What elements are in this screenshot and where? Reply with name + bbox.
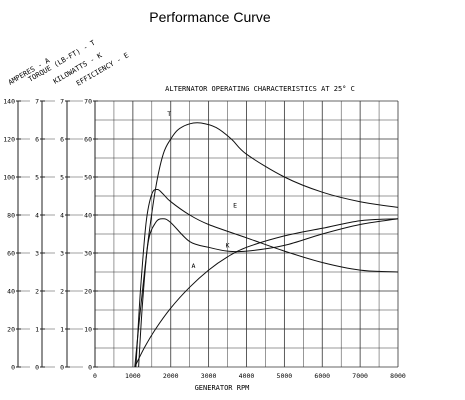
series-label-t: T [167, 110, 171, 118]
y-tick-label-bg [30, 287, 40, 295]
y-tick-label-bg [55, 173, 65, 181]
y-tick-label: 5 [35, 174, 39, 182]
x-tick-label: 8000 [390, 372, 406, 380]
series-label-a: A [192, 262, 196, 270]
y-tick-label: 3 [60, 250, 64, 258]
y-tick-label-bg [83, 173, 93, 181]
x-tick-label: 7000 [352, 372, 368, 380]
y-tick-label: 4 [60, 212, 64, 220]
y-tick-label: 100 [3, 174, 15, 182]
y-tick-label-bg [6, 325, 16, 333]
x-tick-label: 3000 [201, 372, 217, 380]
y-tick-label: 40 [7, 288, 15, 296]
y-tick-label-bg [6, 97, 16, 105]
y-tick-label: 1 [60, 326, 64, 334]
y-tick-label-bg [30, 325, 40, 333]
x-tick-label: 6000 [314, 372, 330, 380]
series-label-k: K [226, 241, 230, 249]
y-tick-label: 0 [60, 364, 64, 372]
y-tick-label-bg [6, 211, 16, 219]
y-tick-label-bg [6, 135, 16, 143]
y-tick-label-bg [30, 249, 40, 257]
y-tick-label-bg [55, 249, 65, 257]
y-tick-label-bg [83, 211, 93, 219]
y-tick-label-bg [6, 173, 16, 181]
y-tick-label: 7 [35, 98, 39, 106]
y-tick-label: 10 [84, 326, 92, 334]
grid [94, 100, 399, 368]
x-axis-label: GENERATOR RPM [195, 384, 250, 392]
series-line-t [134, 122, 399, 368]
y-tick-label-bg [30, 97, 40, 105]
y-tick-label-bg [6, 249, 16, 257]
series-line-e [135, 188, 399, 368]
y-tick-label: 20 [84, 288, 92, 296]
y-tick-label-bg [30, 173, 40, 181]
y-tick-label-bg [83, 287, 93, 295]
y-tick-label: 120 [3, 136, 15, 144]
series-line-k [134, 218, 399, 368]
y-tick-label: 1 [35, 326, 39, 334]
y-tick-label: 2 [35, 288, 39, 296]
y-tick-label: 3 [35, 250, 39, 258]
y-tick-label: 60 [84, 136, 92, 144]
y-tick-label-bg [83, 97, 93, 105]
x-tick-label: 5000 [277, 372, 293, 380]
x-tick-label: 2000 [163, 372, 179, 380]
x-tick-label: 1000 [125, 372, 141, 380]
x-tick-label: 0 [93, 372, 97, 380]
y-tick-label: 80 [7, 212, 15, 220]
chart-title: ALTERNATOR OPERATING CHARACTERISTICS AT … [165, 85, 355, 93]
y-tick-label: 0 [88, 364, 92, 372]
y-tick-label: 20 [7, 326, 15, 334]
y-tick-label-bg [83, 249, 93, 257]
y-tick-label: 7 [60, 98, 64, 106]
y-tick-label: 6 [35, 136, 39, 144]
y-tick-label: 70 [84, 98, 92, 106]
series-line-a [138, 218, 399, 368]
y-tick-label: 60 [7, 250, 15, 258]
y-tick-label-bg [83, 363, 93, 371]
y-tick-label-bg [55, 363, 65, 371]
y-tick-label: 5 [60, 174, 64, 182]
y-tick-label-bg [55, 97, 65, 105]
y-tick-label-bg [83, 135, 93, 143]
y-tick-label: 6 [60, 136, 64, 144]
page-title: Performance Curve [149, 9, 271, 25]
y-tick-label: 50 [84, 174, 92, 182]
series-group: T E A K [134, 110, 399, 368]
y-tick-label: 4 [35, 212, 39, 220]
y-tick-label: 0 [11, 364, 15, 372]
y-tick-label-bg [6, 363, 16, 371]
y-tick-label-bg [6, 287, 16, 295]
x-tick-label: 4000 [239, 372, 255, 380]
y-tick-label-bg [30, 135, 40, 143]
axes: 0 1000 2000 3000 4000 5000 6000 7000 80000204060… [3, 97, 406, 380]
y-tick-label-bg [83, 325, 93, 333]
y-tick-label: 30 [84, 250, 92, 258]
y-tick-label-bg [55, 135, 65, 143]
y-tick-label-bg [30, 211, 40, 219]
y-tick-label-bg [55, 325, 65, 333]
y-tick-label-bg [55, 211, 65, 219]
y-tick-label-bg [55, 287, 65, 295]
y-tick-label: 140 [3, 98, 15, 106]
series-label-e: E [233, 201, 237, 209]
y-tick-label: 2 [60, 288, 64, 296]
y-tick-label-bg [30, 363, 40, 371]
y-tick-label: 40 [84, 212, 92, 220]
y-tick-label: 0 [35, 364, 39, 372]
